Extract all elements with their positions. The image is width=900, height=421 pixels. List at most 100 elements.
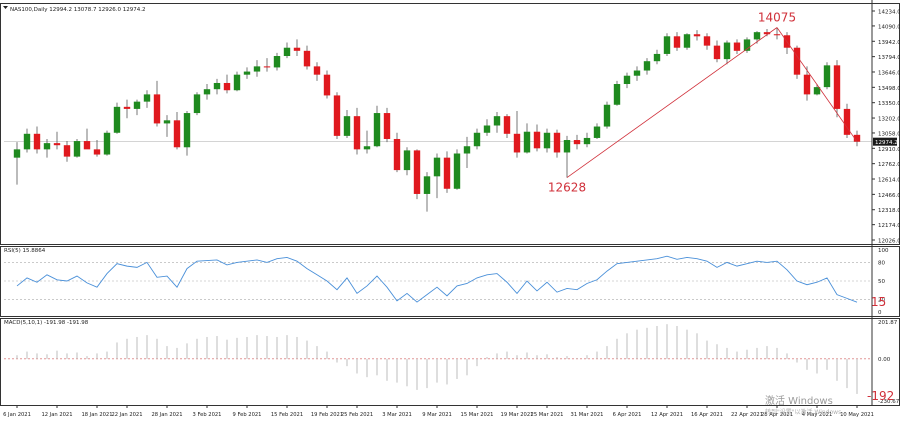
rsi-panel: [4, 255, 872, 303]
candle-body: [53, 143, 61, 146]
candle-body: [183, 113, 191, 148]
current-price-label: 12974.2: [875, 140, 898, 146]
candle-body: [173, 120, 181, 148]
y-tick-label: 12762.0: [878, 162, 900, 168]
candle-body: [853, 134, 861, 142]
candle-body: [563, 140, 571, 153]
candle-body: [213, 82, 221, 90]
macd-title: MACD(5,10,1) -191.98 -191.98: [4, 320, 89, 326]
candle-body: [463, 146, 471, 154]
x-tick-label: 3 Mar 2021: [382, 412, 412, 418]
candle-body: [623, 75, 631, 85]
y-tick-label: 12614.0: [878, 178, 900, 184]
candle-body: [103, 132, 111, 155]
candle-body: [743, 39, 751, 51]
x-tick-label: 25 Feb 2021: [341, 412, 373, 418]
candle-body: [333, 95, 341, 136]
x-tick-label: 19 Mar 2021: [501, 412, 534, 418]
candle-body: [133, 101, 141, 109]
rsi-tick-label: 50: [878, 279, 885, 285]
watermark-title: 激活 Windows: [765, 394, 833, 407]
candle-body: [503, 116, 511, 134]
candle-body: [483, 125, 491, 133]
x-tick-label: 25 Mar 2021: [531, 412, 564, 418]
panel-frame: [0, 3, 900, 245]
candle-body: [833, 65, 841, 109]
macd-annotation: -192: [867, 389, 894, 403]
y-tick-label: 14234.0: [878, 10, 900, 16]
y-tick-label: 12910.0: [878, 147, 900, 153]
x-tick-label: 28 Apr 2021: [761, 412, 793, 418]
candle-body: [773, 34, 781, 36]
macd-tick-label: 201.87: [878, 320, 898, 326]
candle-body: [23, 133, 31, 150]
x-tick-label: 9 Mar 2021: [422, 412, 452, 418]
candle-body: [233, 74, 241, 91]
rsi-annotation: 15: [871, 295, 886, 309]
x-tick-label: 22 Apr 2021: [731, 412, 763, 418]
x-tick-label: 19 Feb 2021: [311, 412, 343, 418]
candle-body: [243, 71, 251, 75]
candle-body: [383, 113, 391, 139]
macd-panel: [4, 324, 872, 394]
x-tick-label: 4 May 2021: [802, 412, 833, 418]
candle-body: [513, 133, 521, 153]
candle-body: [223, 82, 231, 91]
y-tick-label: 13058.0: [878, 131, 900, 137]
rsi-tick-label: 20: [878, 298, 885, 304]
candle-body: [153, 94, 161, 124]
candle-body: [493, 116, 501, 126]
candle-body: [363, 146, 371, 150]
candle-body: [263, 66, 271, 68]
x-tick-label: 15 Mar 2021: [461, 412, 494, 418]
candle-body: [403, 150, 411, 171]
x-tick-label: 18 Jan 2021: [81, 412, 112, 418]
x-tick-label: 3 Feb 2021: [193, 412, 222, 418]
x-tick-label: 28 Jan 2021: [151, 412, 182, 418]
chart-title: NAS100,Daily 12994.2 13078.7 12926.0 129…: [10, 7, 146, 13]
candle-body: [553, 132, 561, 153]
candle-body: [303, 50, 311, 67]
x-tick-label: 12 Apr 2021: [651, 412, 683, 418]
y-tick-label: 13942.0: [878, 40, 900, 46]
y-tick-label: 13350.0: [878, 101, 900, 107]
rsi-tick-label: 0: [878, 310, 882, 316]
y-tick-label: 12318.0: [878, 208, 900, 214]
candle-body: [63, 145, 71, 157]
candle-body: [163, 120, 171, 124]
candle-body: [713, 45, 721, 60]
candle-body: [543, 132, 551, 149]
candle-body: [723, 42, 731, 60]
candle-body: [273, 56, 281, 68]
candle-body: [373, 113, 381, 147]
candle-body: [293, 47, 301, 51]
text-labels: 14234.0 14090.0 13942.0 13794.0 13646.0 13498…: [3, 6, 900, 418]
x-tick-label: 6 Apr 2021: [613, 412, 642, 418]
candle-body: [323, 74, 331, 96]
candle-body: [643, 61, 651, 71]
candle-body: [763, 32, 771, 35]
candle-body: [753, 32, 761, 40]
dropdown-icon: [3, 6, 8, 9]
candle-body: [113, 106, 121, 133]
price-annotation: 12628: [548, 181, 586, 195]
candle-body: [43, 143, 51, 150]
candle-body: [603, 104, 611, 127]
candle-body: [443, 157, 451, 189]
x-tick-label: 16 Apr 2021: [691, 412, 723, 418]
x-tick-label: 9 Feb 2021: [233, 412, 262, 418]
macd-tick-label: 0.00: [878, 357, 891, 363]
candle-body: [803, 74, 811, 95]
candle-body: [663, 36, 671, 54]
candle-body: [523, 131, 531, 153]
y-tick-label: 13202.0: [878, 117, 900, 123]
rsi-tick-label: 100: [878, 248, 889, 254]
candle-body: [193, 94, 201, 114]
candle-body: [123, 106, 131, 109]
y-tick-label: 14090.0: [878, 24, 900, 30]
candle-body: [343, 116, 351, 136]
axes: [16, 0, 897, 408]
candle-body: [533, 131, 541, 149]
trend-line: [566, 27, 778, 178]
